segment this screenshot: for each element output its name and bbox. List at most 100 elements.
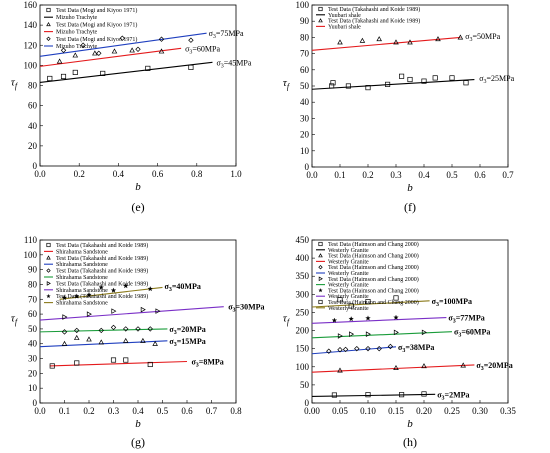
data-point <box>72 69 78 75</box>
data-point <box>399 73 405 79</box>
x-tick-label: 0.7 <box>502 170 514 180</box>
data-point <box>421 329 427 336</box>
x-tick-label: 0.4 <box>418 170 430 180</box>
y-axis-label: τf <box>11 313 19 327</box>
fit-line <box>311 78 475 90</box>
y-tick-label: 20 <box>28 141 38 151</box>
data-point <box>74 360 80 366</box>
legend-label: Test Data (Mogi and Kiyoo 1971) <box>56 36 137 43</box>
y-tick-label: 50 <box>28 324 38 334</box>
y-tick-label: 450 <box>296 235 310 245</box>
x-tick-label: 1.0 <box>230 169 242 179</box>
y-tick-label: 0 <box>305 398 310 408</box>
data-point <box>385 81 391 87</box>
y-tick-label: 400 <box>296 253 310 263</box>
data-point <box>421 363 427 369</box>
series-4: σ3=40MPa <box>59 282 201 301</box>
series-annotation: σ3=20MPa <box>476 361 512 372</box>
x-tick-label: 0.3 <box>390 170 402 180</box>
y-tick-label: 150 <box>296 344 310 354</box>
legend-label: Yuubari shale <box>328 24 361 30</box>
data-point <box>147 286 153 292</box>
data-point <box>61 329 68 335</box>
series-annotation: σ3=77MPa <box>448 314 484 325</box>
data-point <box>421 78 427 84</box>
data-point <box>345 83 351 89</box>
data-point <box>449 75 455 81</box>
data-point <box>331 392 337 398</box>
data-point <box>98 339 105 345</box>
data-point <box>123 357 129 363</box>
data-point <box>354 345 360 352</box>
panel-label: (e) <box>131 200 144 214</box>
legend-marker <box>318 6 323 12</box>
series-annotation: σ3=45MPa <box>216 58 251 69</box>
y-tick-label: 100 <box>296 362 310 372</box>
legend-label: Test Data (Haimson and Chang 2000) <box>328 253 419 260</box>
fit-line <box>39 61 213 84</box>
x-tick-label: 0.6 <box>474 170 486 180</box>
legend-marker <box>46 242 51 248</box>
y-axis-label: τf <box>283 77 291 91</box>
data-point <box>122 337 129 343</box>
y-tick-label: 20 <box>28 368 38 378</box>
legend-marker <box>46 36 51 41</box>
series-annotation: σ3=60MPa <box>185 44 220 55</box>
data-point <box>73 334 80 340</box>
series-annotation: σ3=2MPa <box>437 390 469 401</box>
x-tick-label: 0.0 <box>34 169 46 179</box>
series-annotation: σ3=25MPa <box>479 74 514 85</box>
data-point <box>62 314 68 320</box>
legend-label: Westerly Granite <box>328 259 369 265</box>
legend-marker <box>46 293 51 299</box>
x-tick-label: 0.1 <box>334 170 345 180</box>
series-0: σ3=45MPa <box>39 58 252 84</box>
x-tick-label: 0.0 <box>34 406 46 416</box>
data-point <box>119 35 126 41</box>
legend-label: Test Data (Takahashi and Koide 1989) <box>56 280 148 287</box>
data-point <box>129 47 135 53</box>
fit-line <box>39 32 207 57</box>
y-tick-label: 0 <box>33 398 38 408</box>
series-1: σ3=15MPa <box>39 334 206 348</box>
data-point <box>111 48 118 54</box>
series-annotation: σ3=20MPa <box>169 325 205 336</box>
legend-marker <box>46 281 51 286</box>
x-tick-label: 0.3 <box>108 406 120 416</box>
y-tick-label: 50 <box>300 380 310 390</box>
x-tick-label: 0.2 <box>83 406 94 416</box>
data-point <box>140 337 146 343</box>
panel-label: (h) <box>403 435 417 449</box>
fit-line <box>311 316 447 324</box>
legend-label: Shirahama Sandstone <box>56 262 108 268</box>
fit-line <box>39 340 168 348</box>
x-tick-label: 0.05 <box>332 406 348 416</box>
plot-frame <box>311 239 509 404</box>
data-point <box>80 42 86 48</box>
fit-line <box>311 36 461 51</box>
data-point <box>86 291 92 298</box>
data-point <box>393 364 399 370</box>
data-point <box>365 85 371 91</box>
series-1: σ3=60MPa <box>39 44 220 67</box>
data-point <box>393 329 399 336</box>
y-tick-label: 40 <box>300 97 310 107</box>
y-tick-label: 90 <box>28 265 38 275</box>
legend: Test Data (Takahashi and Koide 1989) Shir… <box>44 242 148 307</box>
data-point <box>155 308 161 314</box>
data-point <box>147 361 153 368</box>
data-point <box>145 65 151 71</box>
x-tick-label: 0.20 <box>416 406 432 416</box>
x-tick-label: 0.4 <box>132 406 144 416</box>
data-point <box>387 343 394 350</box>
data-point <box>407 76 413 83</box>
legend-marker <box>46 268 51 273</box>
data-point <box>432 75 438 81</box>
data-point <box>158 36 165 42</box>
y-tick-label: 20 <box>300 130 310 140</box>
data-point <box>376 36 382 42</box>
data-point <box>460 362 466 368</box>
x-axis-label: b <box>407 418 413 430</box>
legend-label: Test Data (Takahashi and Koide 1989) <box>328 18 420 25</box>
